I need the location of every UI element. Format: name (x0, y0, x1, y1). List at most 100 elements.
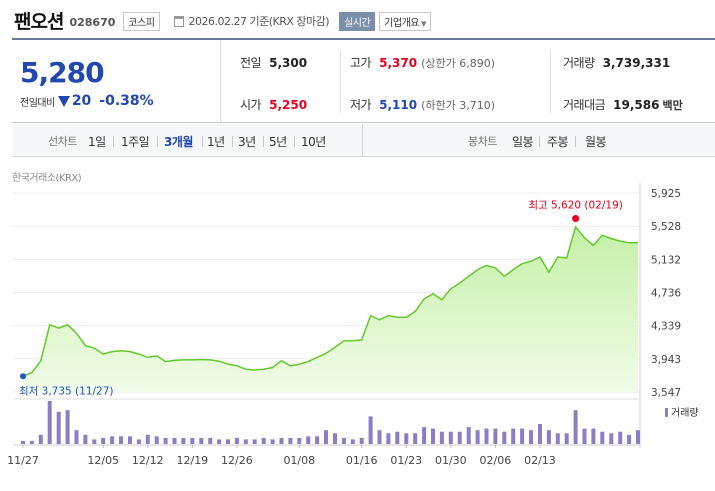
y-tick-label: 4,339 (651, 321, 681, 333)
prev-close-label: 전일 (240, 56, 262, 70)
volume-bar (546, 430, 551, 444)
volume-bar (190, 437, 195, 444)
high-value: 5,370 (379, 56, 418, 70)
max-point (572, 215, 580, 223)
volume-bar (217, 439, 222, 444)
period-3y[interactable]: 3년 (238, 135, 256, 149)
change-rate: -0.38% (99, 93, 154, 109)
x-tick-label: 01/08 (283, 454, 315, 467)
volume-bar (306, 436, 311, 444)
volume-bar (448, 431, 453, 444)
volume-bar (136, 439, 141, 444)
volume-bar (65, 410, 70, 444)
column-divider (340, 50, 341, 113)
low-value: 5,110 (379, 98, 418, 112)
x-tick-label: 12/12 (132, 454, 164, 467)
volume-bar (439, 431, 444, 444)
volume-bar (422, 427, 427, 444)
volume-bar (395, 431, 400, 444)
separator (539, 136, 540, 147)
volume-bar (520, 428, 525, 444)
volume-bar (172, 437, 177, 444)
volume-bar (324, 430, 328, 444)
volume-bar (83, 434, 88, 444)
volume-bar (359, 437, 364, 444)
period-3m[interactable]: 3개월 (164, 135, 193, 149)
realtime-button[interactable]: 실시간 (339, 11, 376, 31)
volume-legend-swatch (665, 408, 668, 417)
y-tick-label: 4,736 (651, 288, 681, 300)
candle-weekly[interactable]: 주봉 (547, 135, 569, 149)
volume-bar (636, 430, 640, 444)
volume-bar (511, 428, 516, 444)
volume-bar (288, 437, 293, 444)
y-tick-label: 5,528 (651, 221, 681, 233)
volume-bar (279, 437, 284, 444)
x-tick-label: 01/30 (435, 454, 467, 467)
volume-bar (38, 434, 43, 444)
period-5y[interactable]: 5년 (269, 135, 287, 149)
company-info-button[interactable]: 기업개요 ▼ (379, 11, 431, 31)
trade-value-label: 거래대금 (563, 98, 606, 112)
stock-header: 팬오션 028670 코스피 2026.02.27 기준(KRX 장마감) 실시… (14, 7, 431, 33)
separator (113, 136, 114, 147)
prev-close-value: 5,300 (269, 56, 308, 70)
line-chart-label: 선차트 (48, 135, 77, 148)
period-1w[interactable]: 1주일 (121, 135, 150, 149)
candle-monthly[interactable]: 월봉 (585, 135, 607, 149)
period-1d[interactable]: 1일 (88, 135, 106, 149)
volume-bar (333, 433, 337, 445)
trade-value-stat: 거래대금 19,586 백만 (563, 96, 683, 113)
volume-bar (163, 437, 168, 444)
price-chart[interactable]: 한국거래소(KRX) 5,925 5,528 5,132 4,736 4,339 3,94… (0, 160, 715, 491)
volume-bar (21, 440, 25, 444)
volume-bar (110, 436, 115, 444)
volume-bar (538, 424, 542, 444)
quote-summary: 5,280 전일대비 20 -0.38% 전일 5,300 시가 5,250 고… (12, 38, 715, 123)
candle-daily[interactable]: 일봉 (512, 135, 534, 149)
period-1y[interactable]: 1년 (207, 135, 225, 149)
volume-bar (315, 436, 320, 444)
volume-bar (29, 440, 34, 444)
x-tick-label: 01/16 (346, 454, 378, 467)
x-tick-label: 12/05 (87, 454, 119, 467)
volume-bar (199, 437, 204, 444)
y-tick-label: 3,943 (651, 354, 681, 366)
period-10y[interactable]: 10년 (301, 135, 326, 149)
high-label: 고가 (350, 56, 372, 70)
trade-value-unit: 백만 (662, 99, 683, 112)
toolbar-divider (362, 124, 363, 157)
volume-bar (297, 437, 302, 444)
change-row: 전일대비 20 -0.38% (20, 93, 154, 109)
calendar-icon (173, 15, 184, 27)
x-tick-label: 12/19 (176, 454, 208, 467)
volume-bar (466, 427, 471, 444)
volume-bar (47, 401, 52, 444)
change-value: 20 (71, 93, 92, 109)
volume-bar (377, 430, 382, 444)
volume-bar (270, 439, 275, 444)
separator (202, 136, 203, 147)
y-tick-label: 3,547 (651, 387, 681, 399)
price-area (23, 226, 638, 392)
volume-bar (341, 437, 346, 444)
volume-bar (154, 436, 159, 444)
volume-bar (226, 439, 230, 444)
chart-canvas[interactable]: 5,925 5,528 5,132 4,736 4,339 3,943 3,547 11/2… (0, 160, 715, 491)
period-toolbar: 선차트 1일 1주일 3개월 1년 3년 5년 10년 봉차트 일봉 주봉 월봉 (12, 124, 715, 157)
volume-label: 거래량 (563, 56, 595, 70)
volume-bar (609, 433, 614, 445)
volume-bar (350, 439, 355, 444)
volume-bar (555, 433, 560, 445)
x-axis: 11/27 12/05 12/12 12/19 12/26 01/08 01/16 01/23… (7, 445, 556, 467)
exchange-label: 한국거래소(KRX) (12, 173, 82, 184)
volume-bar (252, 439, 257, 444)
volume-bar (573, 410, 578, 444)
volume-bar (368, 416, 373, 444)
max-annotation: 최고 5,620 (02/19) (528, 200, 623, 212)
separator (263, 136, 264, 147)
volume-bar (92, 439, 97, 444)
volume-bar (128, 436, 132, 444)
y-tick-label: 5,925 (651, 188, 681, 200)
prev-close-stat: 전일 5,300 (240, 54, 307, 71)
